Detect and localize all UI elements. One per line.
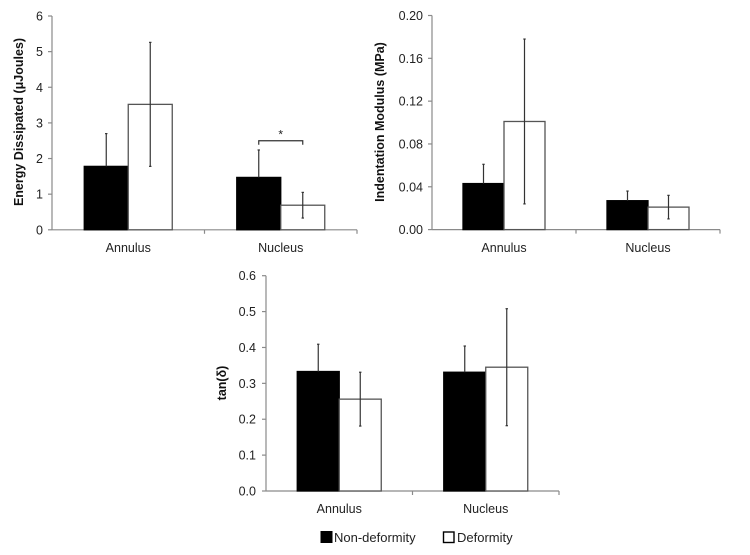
significance-bracket	[258, 140, 304, 145]
y-tick-label: 0.1	[239, 449, 256, 463]
bar-non-deformity-nucleus	[236, 176, 282, 231]
y-tick-label: 0.08	[399, 137, 423, 151]
y-tick-label: 0.6	[239, 269, 256, 283]
legend-label-deformity: Deformity	[457, 530, 513, 545]
y-tick-label: 0.20	[399, 9, 423, 23]
chart-energy-dissipated: 0 1 2 3 4 5 6 Energy Dissipated (μJoules) Annulu…	[12, 10, 358, 255]
y-tick-label: 2	[36, 152, 43, 166]
y-tick-label: 0	[36, 223, 43, 237]
bar-non-deformity-nucleus	[606, 200, 649, 231]
x-tick-label: Annulus	[481, 241, 526, 255]
legend-label-non-deformity: Non-deformity	[334, 530, 416, 545]
y-tick-label: 0.0	[239, 485, 256, 499]
legend: Non-deformity Deformity	[320, 530, 513, 545]
bar-non-deformity-annulus	[462, 182, 505, 231]
x-tick-label: Annulus	[317, 502, 362, 516]
bar-non-deformity-annulus	[296, 370, 340, 492]
bar-non-deformity-annulus	[83, 165, 129, 231]
y-tick-label: 0.3	[239, 377, 256, 391]
chart-indentation-modulus: 0.00 0.04 0.08 0.12 0.16 0.20 Indentation Modu…	[373, 9, 721, 255]
y-tick-label: 0.16	[399, 52, 423, 66]
y-tick-label: 4	[36, 81, 43, 95]
x-tick-label: Annulus	[106, 241, 151, 255]
y-tick-label: 0.00	[399, 223, 423, 237]
y-tick-label: 6	[36, 10, 43, 24]
chart-tan-delta: 0.0 0.1 0.2 0.3 0.4 0.5 0.6 tan(δ) Annulus Nucleu…	[215, 269, 560, 516]
y-tick-label: 3	[36, 116, 43, 130]
y-tick-label: 5	[36, 45, 43, 59]
y-axis-title: tan(δ)	[215, 366, 229, 401]
y-axis-title: Indentation Modulus (MPa)	[373, 42, 387, 202]
y-tick-label: 0.5	[239, 305, 256, 319]
legend-swatch-non-deformity	[320, 531, 333, 543]
x-tick-label: Nucleus	[258, 241, 303, 255]
y-tick-label: 0.2	[239, 413, 256, 427]
bar-non-deformity-nucleus	[443, 371, 487, 492]
x-tick-label: Nucleus	[463, 502, 508, 516]
y-tick-label: 1	[36, 188, 43, 202]
y-tick-label: 0.12	[399, 95, 423, 109]
y-tick-label: 0.04	[399, 180, 423, 194]
significance-marker: *	[278, 128, 283, 142]
x-tick-label: Nucleus	[625, 241, 670, 255]
legend-swatch-deformity	[442, 531, 455, 544]
y-tick-label: 0.4	[239, 341, 256, 355]
bar-deformity-annulus	[127, 103, 173, 231]
y-axis-title: Energy Dissipated (μJoules)	[12, 38, 26, 206]
